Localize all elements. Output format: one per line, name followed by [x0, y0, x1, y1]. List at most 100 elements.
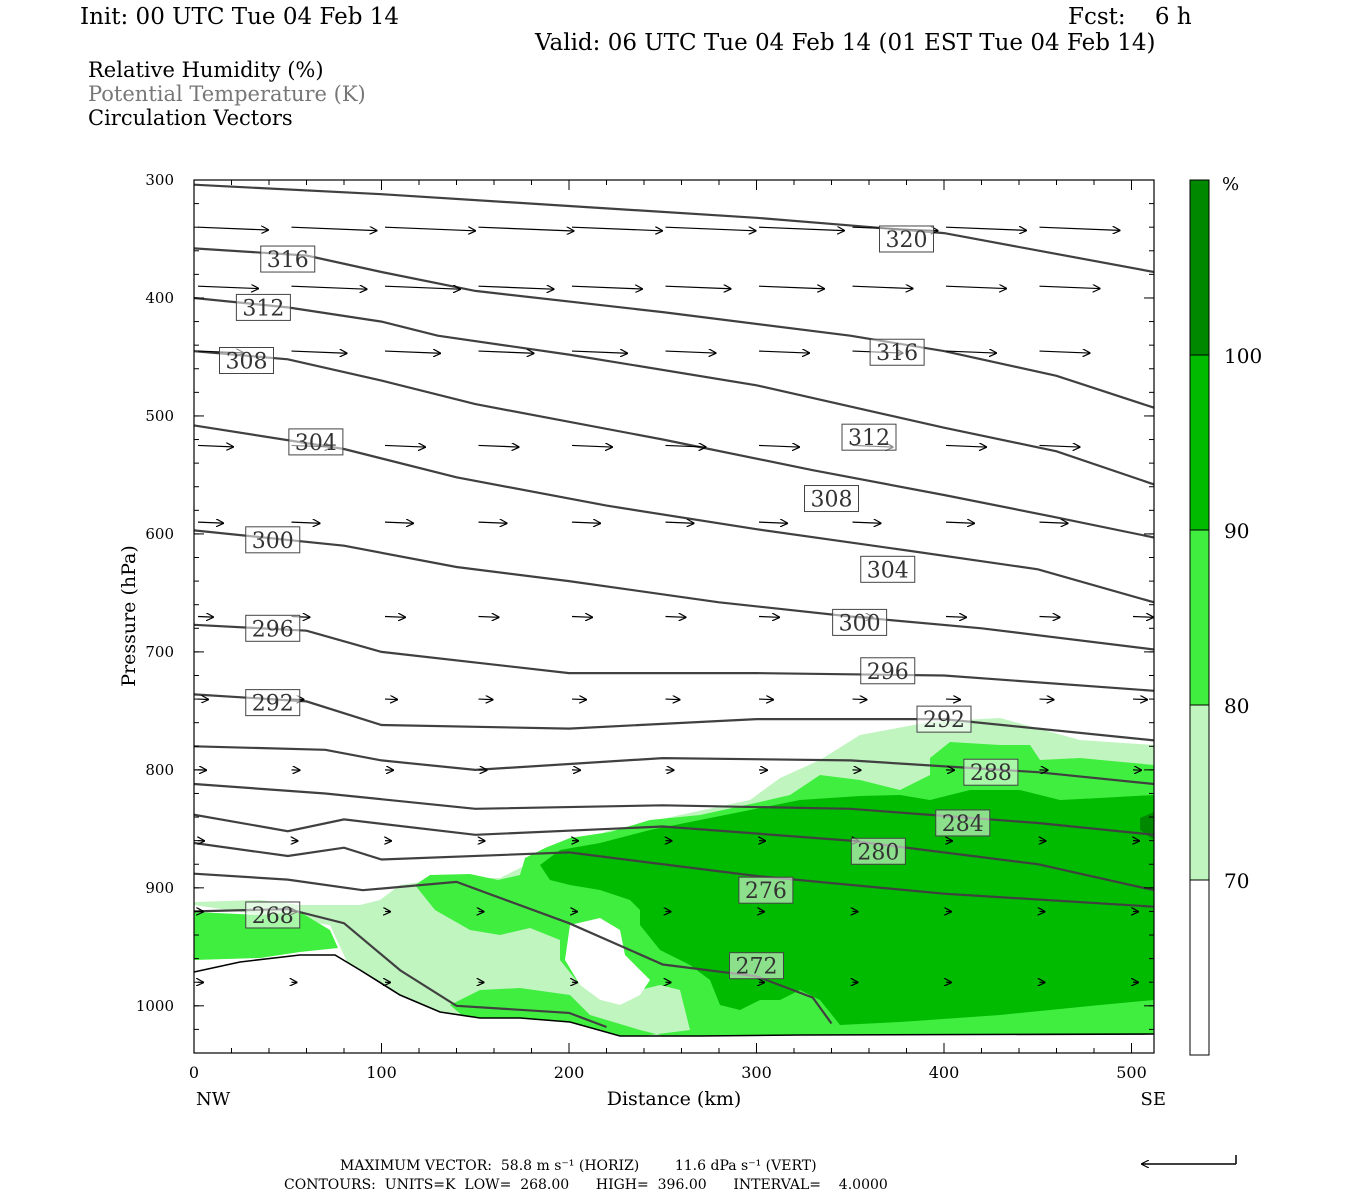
- vector-arrow: [478, 699, 493, 700]
- contour-label: 296: [252, 617, 294, 642]
- vector-arrow: [945, 617, 966, 618]
- vector-arrow: [478, 286, 554, 289]
- vector-arrow: [384, 617, 405, 618]
- contour-label: 308: [226, 349, 268, 374]
- vector-arrow: [478, 351, 534, 353]
- y-tick-label: 500: [145, 407, 174, 425]
- contour-label: 292: [252, 692, 294, 717]
- theta-contour-300: [194, 529, 1154, 651]
- x-tick-label: 500: [1116, 1063, 1147, 1082]
- vector-arrow: [478, 226, 574, 231]
- vector-arrow: [852, 699, 867, 700]
- colorbar-level-label: 90: [1224, 519, 1249, 543]
- rh-100-region: [1140, 812, 1154, 840]
- contour-label-box: [860, 657, 916, 685]
- axis-ticks: [193, 179, 1154, 1054]
- terrain: [194, 955, 1154, 1053]
- y-tick-label: 700: [145, 643, 174, 661]
- theta-contour-304: [194, 424, 1154, 604]
- contour-label: 300: [252, 529, 294, 554]
- colorbar-segment: [1189, 354, 1210, 531]
- vector-arrow: [571, 522, 600, 523]
- contour-label: 304: [295, 431, 337, 456]
- contour-label-box: [245, 614, 301, 642]
- contour-label-box: [935, 809, 991, 837]
- contour-label-box: [804, 485, 859, 513]
- vector-arrow: [1039, 286, 1100, 288]
- contour-label: 272: [736, 955, 778, 980]
- contour-label: 312: [848, 426, 890, 451]
- vector-arrow: [291, 351, 347, 353]
- vector-arrow: [758, 699, 773, 700]
- theta-contour-280: [194, 813, 1154, 892]
- contour-label: 308: [811, 488, 853, 513]
- theta-contour-272: [194, 872, 833, 1025]
- contour-label-box: [235, 293, 291, 321]
- theta-contour-312: [194, 296, 1154, 486]
- y-tick-label: 600: [145, 525, 174, 543]
- vector-arrow: [945, 699, 960, 700]
- vector-arrow: [478, 445, 519, 447]
- contour-label: 280: [857, 840, 899, 865]
- x-axis-title: Distance (km): [607, 1088, 742, 1110]
- contour-label: 312: [242, 296, 284, 321]
- footer-max-vector: MAXIMUM VECTOR: 58.8 m s⁻¹ (HORIZ) 11.6 …: [340, 1158, 817, 1174]
- contour-label: 316: [267, 248, 309, 273]
- vector-arrow: [665, 522, 694, 523]
- forecast-hour: Fcst: 6 h: [1068, 4, 1192, 30]
- vector-arrow: [758, 351, 809, 353]
- vector-arrow: [571, 617, 592, 618]
- field-theta: Potential Temperature (K): [88, 82, 366, 106]
- vector-arrow: [197, 286, 258, 288]
- contour-label-box: [963, 758, 1019, 786]
- contour-label: 276: [745, 879, 787, 904]
- vector-arrow: [945, 351, 996, 353]
- vector-arrow: [571, 699, 586, 700]
- contour-label-box: [260, 245, 316, 273]
- x-tick-label: 300: [741, 1063, 772, 1082]
- vector-arrow: [1039, 445, 1080, 447]
- colorbar-level-label: 80: [1224, 694, 1249, 718]
- x-tick-label: 0: [189, 1063, 199, 1082]
- vector-arrow: [852, 286, 913, 288]
- colorbar-segment: [1189, 879, 1210, 1056]
- vector-arrow: [1039, 351, 1090, 353]
- vector-arrow: [478, 617, 499, 618]
- contour-label-box: [219, 346, 274, 374]
- vector-arrow: [571, 351, 627, 353]
- vector-arrow: [197, 522, 223, 523]
- theta-contour-284: [194, 782, 1154, 836]
- footer-contours: CONTOURS: UNITS=K LOW= 268.00 HIGH= 396.…: [284, 1177, 888, 1193]
- vector-arrow: [1132, 699, 1147, 700]
- vector-arrow: [665, 286, 731, 289]
- vector-arrow: [384, 351, 440, 353]
- theta-contours: [194, 183, 1154, 1029]
- vector-arrow: [665, 445, 706, 447]
- contour-label: 304: [867, 558, 909, 583]
- vector-arrow: [291, 286, 367, 289]
- y-tick-label: 1000: [136, 997, 174, 1015]
- vector-arrow: [1132, 617, 1153, 618]
- vector-arrow: [945, 445, 986, 447]
- vector-arrow: [945, 227, 1026, 230]
- theta-contour-308: [194, 350, 1154, 539]
- theta-contour-316: [194, 247, 1154, 409]
- colorbar-level-label: 100: [1224, 344, 1262, 368]
- rh-80-hole: [565, 918, 650, 1005]
- contour-label-box: [288, 428, 344, 456]
- contour-label-box: [245, 901, 301, 929]
- reference-vector-icon: [1142, 1155, 1237, 1164]
- vector-arrow: [665, 617, 686, 618]
- vector-arrow: [852, 522, 881, 523]
- x-left-end-label: NW: [196, 1089, 231, 1110]
- colorbar-segment: [1189, 529, 1210, 706]
- vector-arrow: [758, 227, 844, 230]
- contour-label-box: [245, 689, 301, 717]
- vector-arrow: [291, 522, 320, 523]
- contour-label-box: [245, 526, 301, 554]
- x-tick-label: 100: [366, 1063, 397, 1082]
- x-tick-label: 200: [554, 1063, 585, 1082]
- contour-label-box: [832, 608, 888, 636]
- vector-arrow: [1039, 522, 1068, 523]
